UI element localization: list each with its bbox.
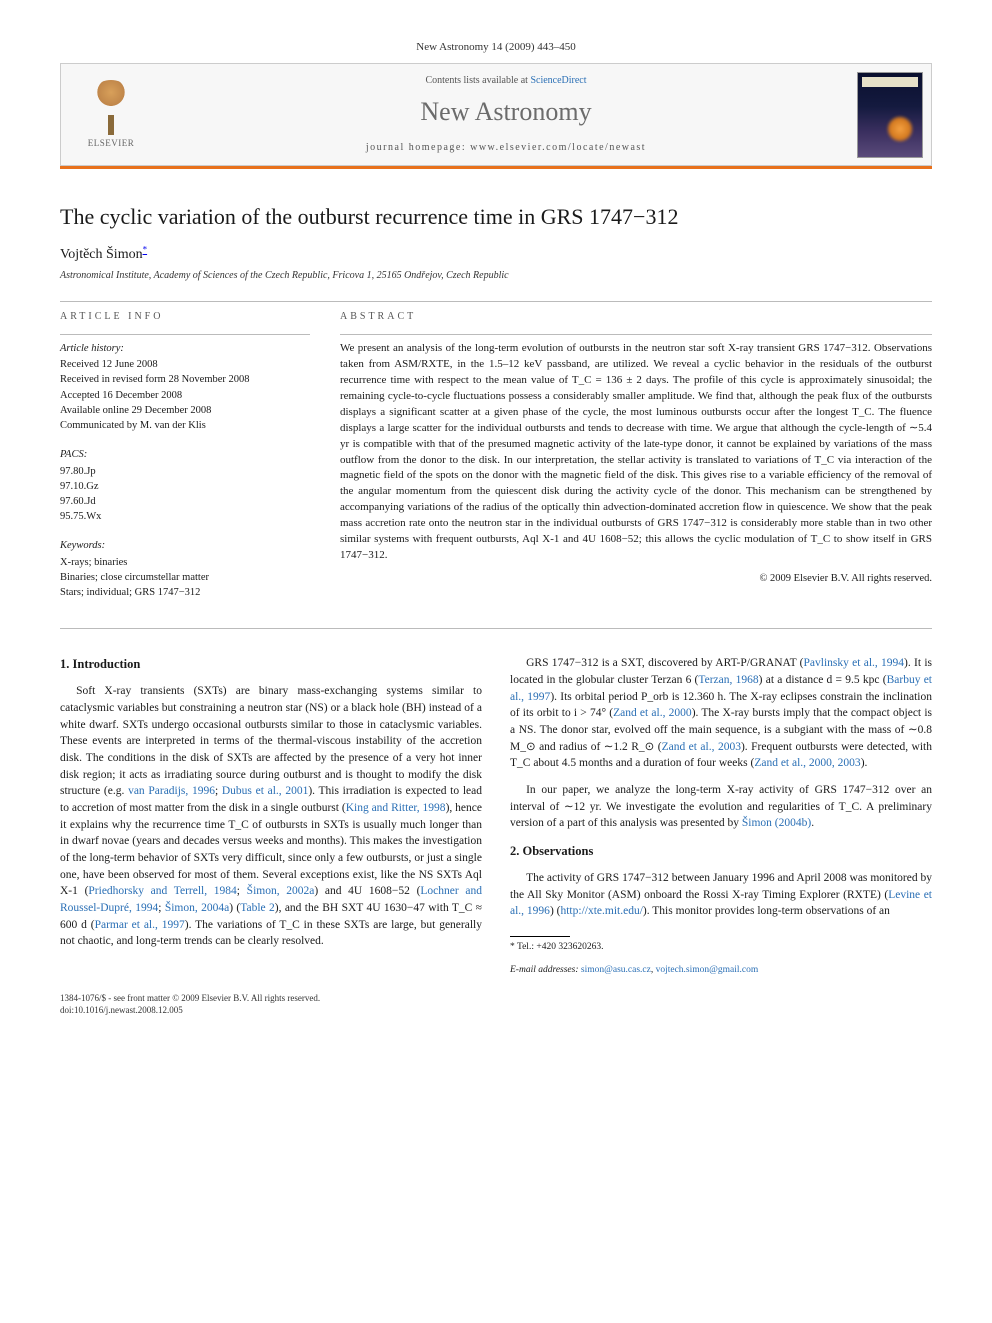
cite-link[interactable]: Šimon (2004b) <box>742 817 811 829</box>
history-header: Article history: <box>60 341 310 356</box>
history-item: Communicated by M. van der Klis <box>60 418 310 433</box>
table-link[interactable]: Table 2 <box>240 902 275 914</box>
email-link[interactable]: simon@asu.cas.cz <box>581 965 651 975</box>
rule-bottom <box>60 628 932 629</box>
history-item: Accepted 16 December 2008 <box>60 388 310 403</box>
text-run: The activity of GRS 1747−312 between Jan… <box>510 872 932 901</box>
author-name: Vojtěch Šimon <box>60 247 143 262</box>
affiliation: Astronomical Institute, Academy of Scien… <box>60 269 932 283</box>
footnote-rule <box>510 936 570 937</box>
orange-rule <box>60 166 932 169</box>
obs-para-1: The activity of GRS 1747−312 between Jan… <box>510 870 932 920</box>
contents-line: Contents lists available at ScienceDirec… <box>161 74 851 88</box>
masthead: ELSEVIER Contents lists available at Sci… <box>60 63 932 165</box>
homepage-url: www.elsevier.com/locate/newast <box>470 142 646 153</box>
pacs-code: 97.10.Gz <box>60 479 310 494</box>
cite-link[interactable]: Šimon, 2004a <box>165 902 229 914</box>
cite-link[interactable]: Pavlinsky et al., 1994 <box>804 657 905 669</box>
pacs-code: 95.75.Wx <box>60 509 310 524</box>
text-run: GRS 1747−312 is a SXT, discovered by ART… <box>526 657 803 669</box>
article-history-block: Article history: Received 12 June 2008 R… <box>60 341 310 433</box>
text-run: ), hence it explains why the recurrence … <box>60 802 482 897</box>
text-run: ). This monitor provides long-term obser… <box>643 905 890 917</box>
article-info-column: ARTICLE INFO Article history: Received 1… <box>60 310 310 614</box>
email-link[interactable]: vojtech.simon@gmail.com <box>656 965 759 975</box>
keyword: Stars; individual; GRS 1747−312 <box>60 585 310 600</box>
footnote-email: E-mail addresses: simon@asu.cas.cz, vojt… <box>510 964 932 977</box>
pacs-block: PACS: 97.80.Jp 97.10.Gz 97.60.Jd 95.75.W… <box>60 447 310 524</box>
journal-reference: New Astronomy 14 (2009) 443–450 <box>60 40 932 55</box>
section-1-title: 1. Introduction <box>60 655 482 673</box>
journal-name: New Astronomy <box>161 94 851 130</box>
cite-link[interactable]: Zand et al., 2000 <box>613 707 692 719</box>
elsevier-tree-icon <box>86 80 136 135</box>
history-item: Available online 29 December 2008 <box>60 403 310 418</box>
page-footer: 1384-1076/$ - see front matter © 2009 El… <box>60 992 932 1017</box>
cite-link[interactable]: Zand et al., 2003 <box>662 741 741 753</box>
cite-link[interactable]: Dubus et al., 2001 <box>222 785 308 797</box>
text-run: ) and 4U 1608−52 ( <box>314 885 420 897</box>
text-run: ; <box>215 785 222 797</box>
pacs-code: 97.80.Jp <box>60 464 310 479</box>
footer-copyright: 1384-1076/$ - see front matter © 2009 El… <box>60 992 320 1005</box>
text-run: ; <box>237 885 247 897</box>
text-run: E-mail addresses: <box>510 965 581 975</box>
section-2-title: 2. Observations <box>510 842 932 860</box>
keywords-header: Keywords: <box>60 538 310 553</box>
intro-para-3: In our paper, we analyze the long-term X… <box>510 782 932 832</box>
homepage-prefix: journal homepage: <box>366 142 470 153</box>
journal-cover-icon <box>857 72 923 158</box>
url-link[interactable]: http://xte.mit.edu/ <box>560 905 642 917</box>
text-run: . <box>811 817 814 829</box>
text-run: ) at a distance d = 9.5 kpc ( <box>759 674 887 686</box>
abstract-text: We present an analysis of the long-term … <box>340 341 932 564</box>
homepage-line: journal homepage: www.elsevier.com/locat… <box>161 141 851 155</box>
keywords-block: Keywords: X-rays; binaries Binaries; clo… <box>60 538 310 600</box>
cover-thumb-cell <box>851 66 931 164</box>
abstract-column: ABSTRACT We present an analysis of the l… <box>340 310 932 614</box>
keyword: Binaries; close circumstellar matter <box>60 570 310 585</box>
text-run: ). <box>861 757 868 769</box>
text-run: ; <box>158 902 165 914</box>
author-footnote-marker[interactable]: * <box>143 245 148 255</box>
article-info-label: ARTICLE INFO <box>60 310 310 324</box>
contents-prefix: Contents lists available at <box>425 75 530 86</box>
cite-link[interactable]: van Paradijs, 1996 <box>128 785 215 797</box>
text-run: Soft X-ray transients (SXTs) are binary … <box>60 685 482 797</box>
cite-link[interactable]: Parmar et al., 1997 <box>95 919 185 931</box>
publisher-logo-cell: ELSEVIER <box>61 72 161 158</box>
cite-link[interactable]: Terzan, 1968 <box>698 674 758 686</box>
text-run: ) ( <box>229 902 240 914</box>
cite-link[interactable]: Priedhorsky and Terrell, 1984 <box>88 885 236 897</box>
tel-number: +420 323620263. <box>536 942 603 952</box>
cite-link[interactable]: Šimon, 2002a <box>247 885 315 897</box>
intro-para-2: GRS 1747−312 is a SXT, discovered by ART… <box>510 655 932 772</box>
article-title: The cyclic variation of the outburst rec… <box>60 203 932 232</box>
history-item: Received 12 June 2008 <box>60 357 310 372</box>
abstract-copyright: © 2009 Elsevier B.V. All rights reserved… <box>340 572 932 587</box>
text-run: ) ( <box>550 905 561 917</box>
pacs-header: PACS: <box>60 447 310 462</box>
history-item: Received in revised form 28 November 200… <box>60 372 310 387</box>
author-line: Vojtěch Šimon* <box>60 245 932 265</box>
intro-para-1: Soft X-ray transients (SXTs) are binary … <box>60 683 482 950</box>
footer-doi: doi:10.1016/j.newast.2008.12.005 <box>60 1004 320 1017</box>
footnote-tel: * Tel.: +420 323620263. <box>510 941 932 954</box>
keyword: X-rays; binaries <box>60 555 310 570</box>
cite-link[interactable]: Zand et al., 2000, 2003 <box>754 757 860 769</box>
body-columns: 1. Introduction Soft X-ray transients (S… <box>60 655 932 977</box>
abstract-label: ABSTRACT <box>340 310 932 324</box>
pacs-code: 97.60.Jd <box>60 494 310 509</box>
footnote-block: * Tel.: +420 323620263. E-mail addresses… <box>510 936 932 978</box>
publisher-name: ELSEVIER <box>86 137 136 150</box>
rule-top <box>60 301 932 302</box>
cite-link[interactable]: King and Ritter, 1998 <box>346 802 446 814</box>
text-run: * Tel.: <box>510 942 536 952</box>
text-run: In our paper, we analyze the long-term X… <box>510 784 932 829</box>
info-rule-1 <box>60 334 310 335</box>
abs-rule-1 <box>340 334 932 335</box>
sciencedirect-link[interactable]: ScienceDirect <box>530 75 586 86</box>
